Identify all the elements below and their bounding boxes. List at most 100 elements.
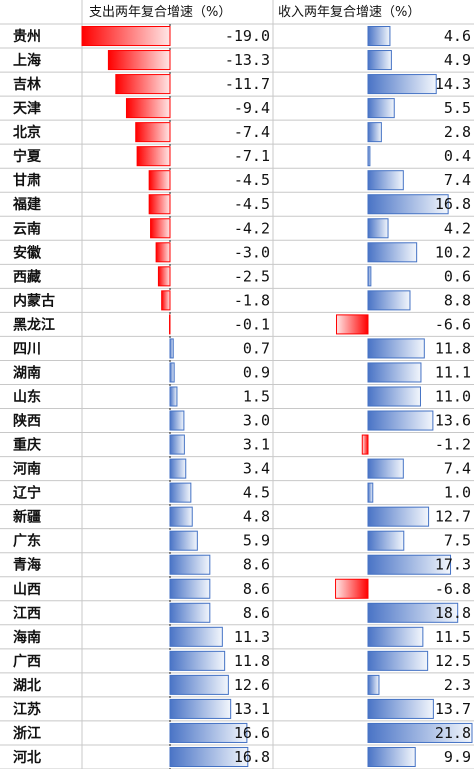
province-label: 安徽: [13, 244, 42, 261]
table-row: 天津 -9.4 5.5: [13, 98, 471, 119]
table-row: 山东 1.5 11.0: [13, 386, 471, 407]
table-row: 上海 -13.3 4.9: [13, 50, 471, 71]
province-label: 山东: [13, 389, 41, 406]
province-label: 新疆: [13, 509, 41, 526]
revenue-value: 14.3: [435, 75, 471, 93]
province-label: 浙江: [13, 725, 41, 742]
revenue-bar: [367, 746, 416, 767]
expenditure-value: 3.4: [243, 460, 270, 478]
revenue-value: 0.6: [444, 267, 471, 285]
revenue-bar: [367, 362, 422, 383]
province-label: 宁夏: [13, 148, 42, 165]
expenditure-value: 16.6: [234, 724, 270, 742]
expenditure-bar: [169, 650, 226, 671]
expenditure-value: 3.0: [243, 412, 270, 430]
revenue-value: -6.6: [435, 315, 471, 333]
revenue-bar: [367, 554, 452, 575]
table-row: 青海 8.6 17.3: [13, 554, 471, 575]
expenditure-bar: [169, 698, 232, 719]
revenue-value: 5.5: [444, 99, 471, 117]
revenue-bar: [367, 242, 418, 263]
revenue-value: 7.4: [444, 460, 471, 478]
revenue-value: 8.8: [444, 291, 471, 309]
expenditure-bar: [169, 506, 193, 527]
province-label: 内蒙古: [13, 292, 55, 309]
province-label: 湖南: [13, 364, 41, 381]
revenue-value: 12.7: [435, 508, 471, 526]
expenditure-value: -7.4: [234, 123, 270, 141]
table-body: 贵州 -19.0 4.6 上海 -13.3 4.9 吉林 -11.7 14.3 天津 -9.4 5.5…: [12, 26, 473, 767]
revenue-bar: [367, 122, 382, 143]
province-label: 天津: [13, 100, 41, 117]
province-label: 河北: [13, 749, 41, 766]
province-label: 重庆: [13, 437, 41, 454]
revenue-value: 0.4: [444, 147, 471, 165]
revenue-bar: [367, 266, 372, 287]
table-row: 内蒙古 -1.8 8.8: [13, 290, 471, 311]
revenue-value: 12.5: [435, 652, 471, 670]
revenue-value: 7.5: [444, 532, 471, 550]
table-row: 重庆 3.1 -1.2: [13, 434, 471, 455]
revenue-bar: [367, 506, 430, 527]
revenue-value: 13.7: [435, 700, 471, 718]
revenue-value: 11.0: [435, 388, 471, 406]
expenditure-value: 5.9: [243, 532, 270, 550]
revenue-bar: [367, 194, 449, 215]
expenditure-value: 4.8: [243, 508, 270, 526]
province-label: 江西: [13, 605, 41, 622]
expenditure-bar: [135, 122, 171, 143]
revenue-bar: [367, 218, 389, 239]
revenue-value: 16.8: [435, 195, 471, 213]
revenue-bar: [367, 530, 405, 551]
expenditure-value: 8.6: [243, 604, 270, 622]
province-label: 黑龙江: [13, 316, 55, 333]
expenditure-bar: [169, 626, 223, 647]
province-label: 四川: [13, 341, 41, 357]
expenditure-value: 13.1: [234, 700, 270, 718]
expenditure-value: -4.2: [234, 219, 270, 237]
revenue-value: 18.8: [435, 604, 471, 622]
table-row: 四川 0.7 11.8: [13, 338, 471, 359]
revenue-value: 4.9: [444, 51, 471, 69]
table-row: 广西 11.8 12.5: [13, 650, 471, 671]
province-label: 西藏: [13, 268, 41, 285]
province-label: 青海: [13, 557, 41, 574]
table-row: 海南 11.3 11.5: [13, 626, 471, 647]
expenditure-bar: [169, 746, 249, 767]
revenue-value: 9.9: [444, 748, 471, 766]
expenditure-bar: [155, 242, 171, 263]
table-row: 浙江 16.6 21.8: [13, 722, 473, 743]
expenditure-bar: [169, 458, 187, 479]
expenditure-bar: [81, 26, 171, 47]
revenue-value: 2.3: [444, 676, 471, 694]
revenue-bar: [367, 626, 424, 647]
expenditure-value: 0.7: [243, 339, 270, 357]
expenditure-value: 3.1: [243, 436, 270, 454]
expenditure-bar: [169, 362, 175, 383]
expenditure-bar: [169, 674, 229, 695]
table-row: 湖南 0.9 11.1: [13, 362, 471, 383]
expenditure-bar: [169, 578, 211, 599]
table-row: 黑龙江 -0.1 -6.6: [13, 314, 471, 335]
expenditure-bar: [169, 434, 185, 455]
expenditure-value: 1.5: [243, 388, 270, 406]
revenue-bar: [367, 50, 392, 71]
table-row: 吉林 -11.7 14.3: [13, 74, 471, 95]
expenditure-value: -7.1: [234, 147, 270, 165]
expenditure-bar: [148, 170, 171, 191]
expenditure-bar: [169, 386, 178, 407]
expenditure-bar: [169, 554, 211, 575]
revenue-bar: [367, 698, 434, 719]
revenue-value: 13.6: [435, 412, 471, 430]
revenue-bar: [367, 410, 434, 431]
province-label: 辽宁: [13, 485, 41, 502]
expenditure-value: 11.8: [234, 652, 270, 670]
revenue-value: -1.2: [435, 436, 471, 454]
revenue-bar: [367, 482, 374, 503]
expenditure-value: 8.6: [243, 556, 270, 574]
revenue-bar: [367, 458, 404, 479]
expenditure-bar: [150, 218, 171, 239]
table-row: 湖北 12.6 2.3: [13, 674, 471, 695]
revenue-bar: [336, 314, 369, 335]
